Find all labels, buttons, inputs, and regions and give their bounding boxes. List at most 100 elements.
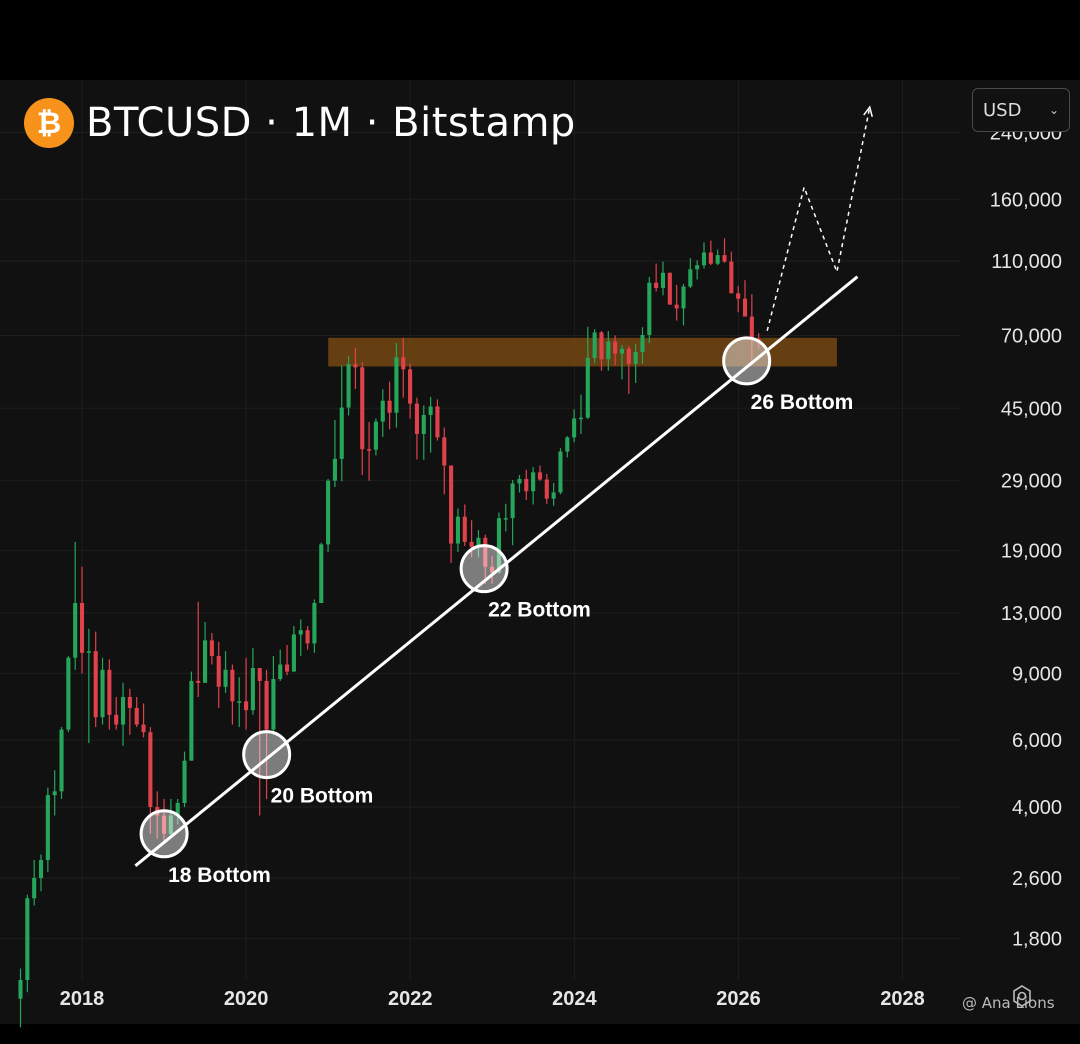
gear-icon[interactable] bbox=[1010, 984, 1034, 1008]
y-tick-label: 6,000 bbox=[1012, 730, 1062, 752]
grid-layer bbox=[0, 80, 960, 980]
candle-body bbox=[182, 760, 187, 803]
candle-body bbox=[476, 537, 481, 547]
candle-body bbox=[230, 669, 235, 702]
candle-body bbox=[203, 640, 208, 683]
support-trendline bbox=[134, 275, 859, 867]
candle-body bbox=[749, 316, 754, 340]
candle-body bbox=[408, 369, 413, 404]
candle-body bbox=[722, 255, 727, 262]
candle-body bbox=[127, 697, 132, 708]
currency-dropdown[interactable]: USD ⌄ bbox=[972, 88, 1070, 132]
candle-body bbox=[353, 364, 358, 368]
candle-body bbox=[442, 437, 447, 466]
candle-body bbox=[278, 664, 283, 680]
y-tick-label: 45,000 bbox=[1001, 398, 1062, 420]
candle-body bbox=[161, 815, 167, 834]
candle-body bbox=[592, 332, 597, 358]
candle-body bbox=[257, 668, 262, 681]
candle-body bbox=[326, 480, 331, 545]
candle-body bbox=[373, 421, 378, 450]
currency-label: USD bbox=[983, 99, 1022, 121]
candle-body bbox=[79, 603, 85, 653]
candle-body bbox=[387, 400, 392, 413]
bottom-marker-circle bbox=[722, 336, 772, 386]
y-tick-label: 19,000 bbox=[1001, 540, 1062, 562]
candle-body bbox=[462, 516, 467, 542]
candle-body bbox=[585, 357, 590, 418]
bottom-marker-circle bbox=[459, 544, 509, 594]
candle-body bbox=[189, 680, 194, 761]
candle-body bbox=[100, 669, 105, 718]
candle-body bbox=[633, 352, 638, 364]
candle-body bbox=[742, 298, 748, 317]
candle-body bbox=[565, 437, 570, 452]
candle-body bbox=[544, 479, 549, 499]
candle-body bbox=[298, 630, 303, 635]
candle-body bbox=[25, 898, 30, 980]
candle-body bbox=[168, 815, 173, 834]
watermark-text: @ Ana Lions bbox=[962, 994, 1055, 1012]
candle-body bbox=[346, 364, 351, 408]
bottom-label: 18 Bottom bbox=[168, 864, 271, 887]
candle-body bbox=[52, 791, 57, 796]
candle-body bbox=[120, 697, 126, 725]
candle-body bbox=[619, 348, 625, 354]
candle-body bbox=[237, 701, 242, 703]
x-axis: 2018 2020 2022 2024 2026 2028 bbox=[60, 988, 925, 1010]
candle-body bbox=[271, 679, 276, 730]
candles-layer bbox=[18, 238, 761, 1028]
candle-body bbox=[681, 286, 686, 309]
candle-body bbox=[134, 707, 139, 725]
candle-body bbox=[469, 541, 474, 547]
candle-body bbox=[537, 472, 543, 480]
candle-body bbox=[626, 348, 631, 364]
candle-body bbox=[86, 651, 91, 653]
candle-body bbox=[736, 293, 741, 299]
candle-body bbox=[45, 795, 50, 861]
candle-body bbox=[209, 640, 214, 657]
candle-body bbox=[449, 465, 454, 544]
candle-body bbox=[660, 272, 666, 288]
candle-body bbox=[332, 458, 337, 481]
bottom-label: 26 Bottom bbox=[751, 391, 854, 414]
bottom-label: 22 Bottom bbox=[488, 599, 591, 622]
candle-body bbox=[175, 802, 180, 816]
candle-body bbox=[216, 656, 221, 687]
trendline-layer bbox=[134, 275, 859, 867]
candle-body bbox=[339, 407, 344, 459]
candle-body bbox=[367, 449, 372, 451]
y-tick-label: 4,000 bbox=[1012, 797, 1062, 819]
candle-body bbox=[503, 518, 508, 520]
candle-body bbox=[285, 664, 290, 672]
candle-body bbox=[647, 282, 652, 336]
candle-body bbox=[483, 537, 488, 567]
bottom-marker-circle bbox=[139, 809, 189, 859]
x-tick-label: 2020 bbox=[224, 988, 269, 1010]
candle-body bbox=[250, 668, 255, 711]
y-axis: 240,000160,000110,00070,00045,00029,0001… bbox=[990, 122, 1062, 950]
candle-body bbox=[421, 414, 426, 434]
candle-body bbox=[708, 252, 713, 264]
projection-path bbox=[766, 106, 871, 332]
candle-body bbox=[551, 492, 556, 499]
candle-body bbox=[654, 282, 659, 288]
candle-body bbox=[93, 651, 98, 718]
candle-body bbox=[435, 406, 440, 438]
candle-body bbox=[674, 304, 679, 309]
chart-panel bbox=[0, 80, 1080, 1024]
candle-body bbox=[319, 544, 324, 604]
candle-body bbox=[380, 400, 385, 422]
y-tick-label: 70,000 bbox=[1001, 325, 1062, 347]
candle-body bbox=[414, 403, 419, 434]
candle-body bbox=[223, 669, 228, 687]
candle-body bbox=[305, 630, 310, 644]
x-tick-label: 2028 bbox=[880, 988, 925, 1010]
candle-body bbox=[59, 729, 64, 792]
candle-body bbox=[496, 518, 502, 573]
candle-body bbox=[729, 261, 734, 294]
candle-body bbox=[114, 714, 119, 725]
candle-body bbox=[613, 341, 618, 354]
candle-body bbox=[360, 367, 365, 450]
